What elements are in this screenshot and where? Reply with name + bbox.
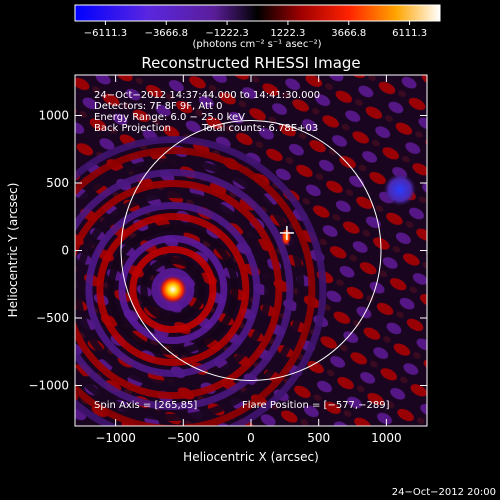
y-axis-label: Heliocentric Y (arcsec) <box>6 183 20 318</box>
fringe-ring <box>75 180 283 399</box>
x-tick-label: −500 <box>167 431 200 445</box>
fringe-ring <box>129 246 217 334</box>
info-block: 24−Oct−2012 14:37:44.000 to 14:41:30.000… <box>94 90 390 411</box>
colorbar-unit-label: (photons cm⁻² s⁻¹ asec⁻²) <box>192 39 321 50</box>
spin-axis: Spin Axis = [265,85] <box>94 400 197 411</box>
colorbar-tick-label: −6111.3 <box>84 28 127 39</box>
x-tick-label: 500 <box>307 431 330 445</box>
method-info: Back Projection <box>94 123 171 134</box>
colorbar-tick-label: 3666.8 <box>331 28 366 39</box>
y-tick-label: −500 <box>36 311 69 325</box>
detectors-info: Detectors: 7F 8F 9F, Att 0 <box>94 101 222 112</box>
y-tick-label: 1000 <box>38 109 69 123</box>
fringe-ring <box>118 235 228 345</box>
y-tick-label: −1000 <box>28 379 69 393</box>
fringe-ring <box>85 202 261 378</box>
fringe-ring <box>140 257 206 323</box>
colorbar <box>74 4 441 22</box>
fringe-ring <box>75 136 327 426</box>
fringe-ring <box>75 169 294 410</box>
sun-center-marker <box>279 225 294 240</box>
y-axis: −1000 −500 0 500 1000 <box>28 109 427 393</box>
total-counts: Total counts: 6.78E+03 <box>201 123 318 134</box>
colorbar-tick-label: 1222.3 <box>270 28 305 39</box>
fringe-ring <box>75 158 305 421</box>
fringe-ring <box>75 191 272 388</box>
y-tick-label: 0 <box>61 244 69 258</box>
fringe-ring <box>75 147 316 426</box>
image-area <box>75 75 427 426</box>
colorbar-tick-label: −3666.8 <box>145 28 188 39</box>
fringe-rings <box>75 136 327 426</box>
solar-limb-circle <box>120 120 382 381</box>
dark-source-spot <box>383 173 416 206</box>
x-axis: −1000 −500 0 500 1000 <box>95 75 402 445</box>
fringe-ring <box>151 268 195 312</box>
timestamp: 24−Oct−2012 20:00 <box>392 487 496 498</box>
flare-position: Flare Position = [−577,−289] <box>242 400 390 411</box>
time-range: 24−Oct−2012 14:37:44.000 to 14:41:30.000 <box>94 90 320 101</box>
colorbar-tick-label: −1222.3 <box>205 28 248 39</box>
chart-title: Reconstructed RHESSI Image <box>141 54 360 72</box>
x-tick-label: 1000 <box>371 431 402 445</box>
x-tick-label: −1000 <box>95 431 136 445</box>
x-axis-label: Heliocentric X (arcsec) <box>183 450 319 464</box>
fringe-ring <box>107 224 239 356</box>
fringe-ring <box>96 213 250 367</box>
x-tick-label: 0 <box>247 431 255 445</box>
energy-range: Energy Range: 6.0 − 25.0 keV <box>94 112 245 123</box>
y-tick-label: 500 <box>46 176 69 190</box>
flare-source <box>158 275 187 304</box>
colorbar-ticks: −6111.3 −3666.8 −1222.3 1222.3 3666.8 6111.3 <box>84 21 427 39</box>
colorbar-tick-label: 6111.3 <box>392 28 427 39</box>
